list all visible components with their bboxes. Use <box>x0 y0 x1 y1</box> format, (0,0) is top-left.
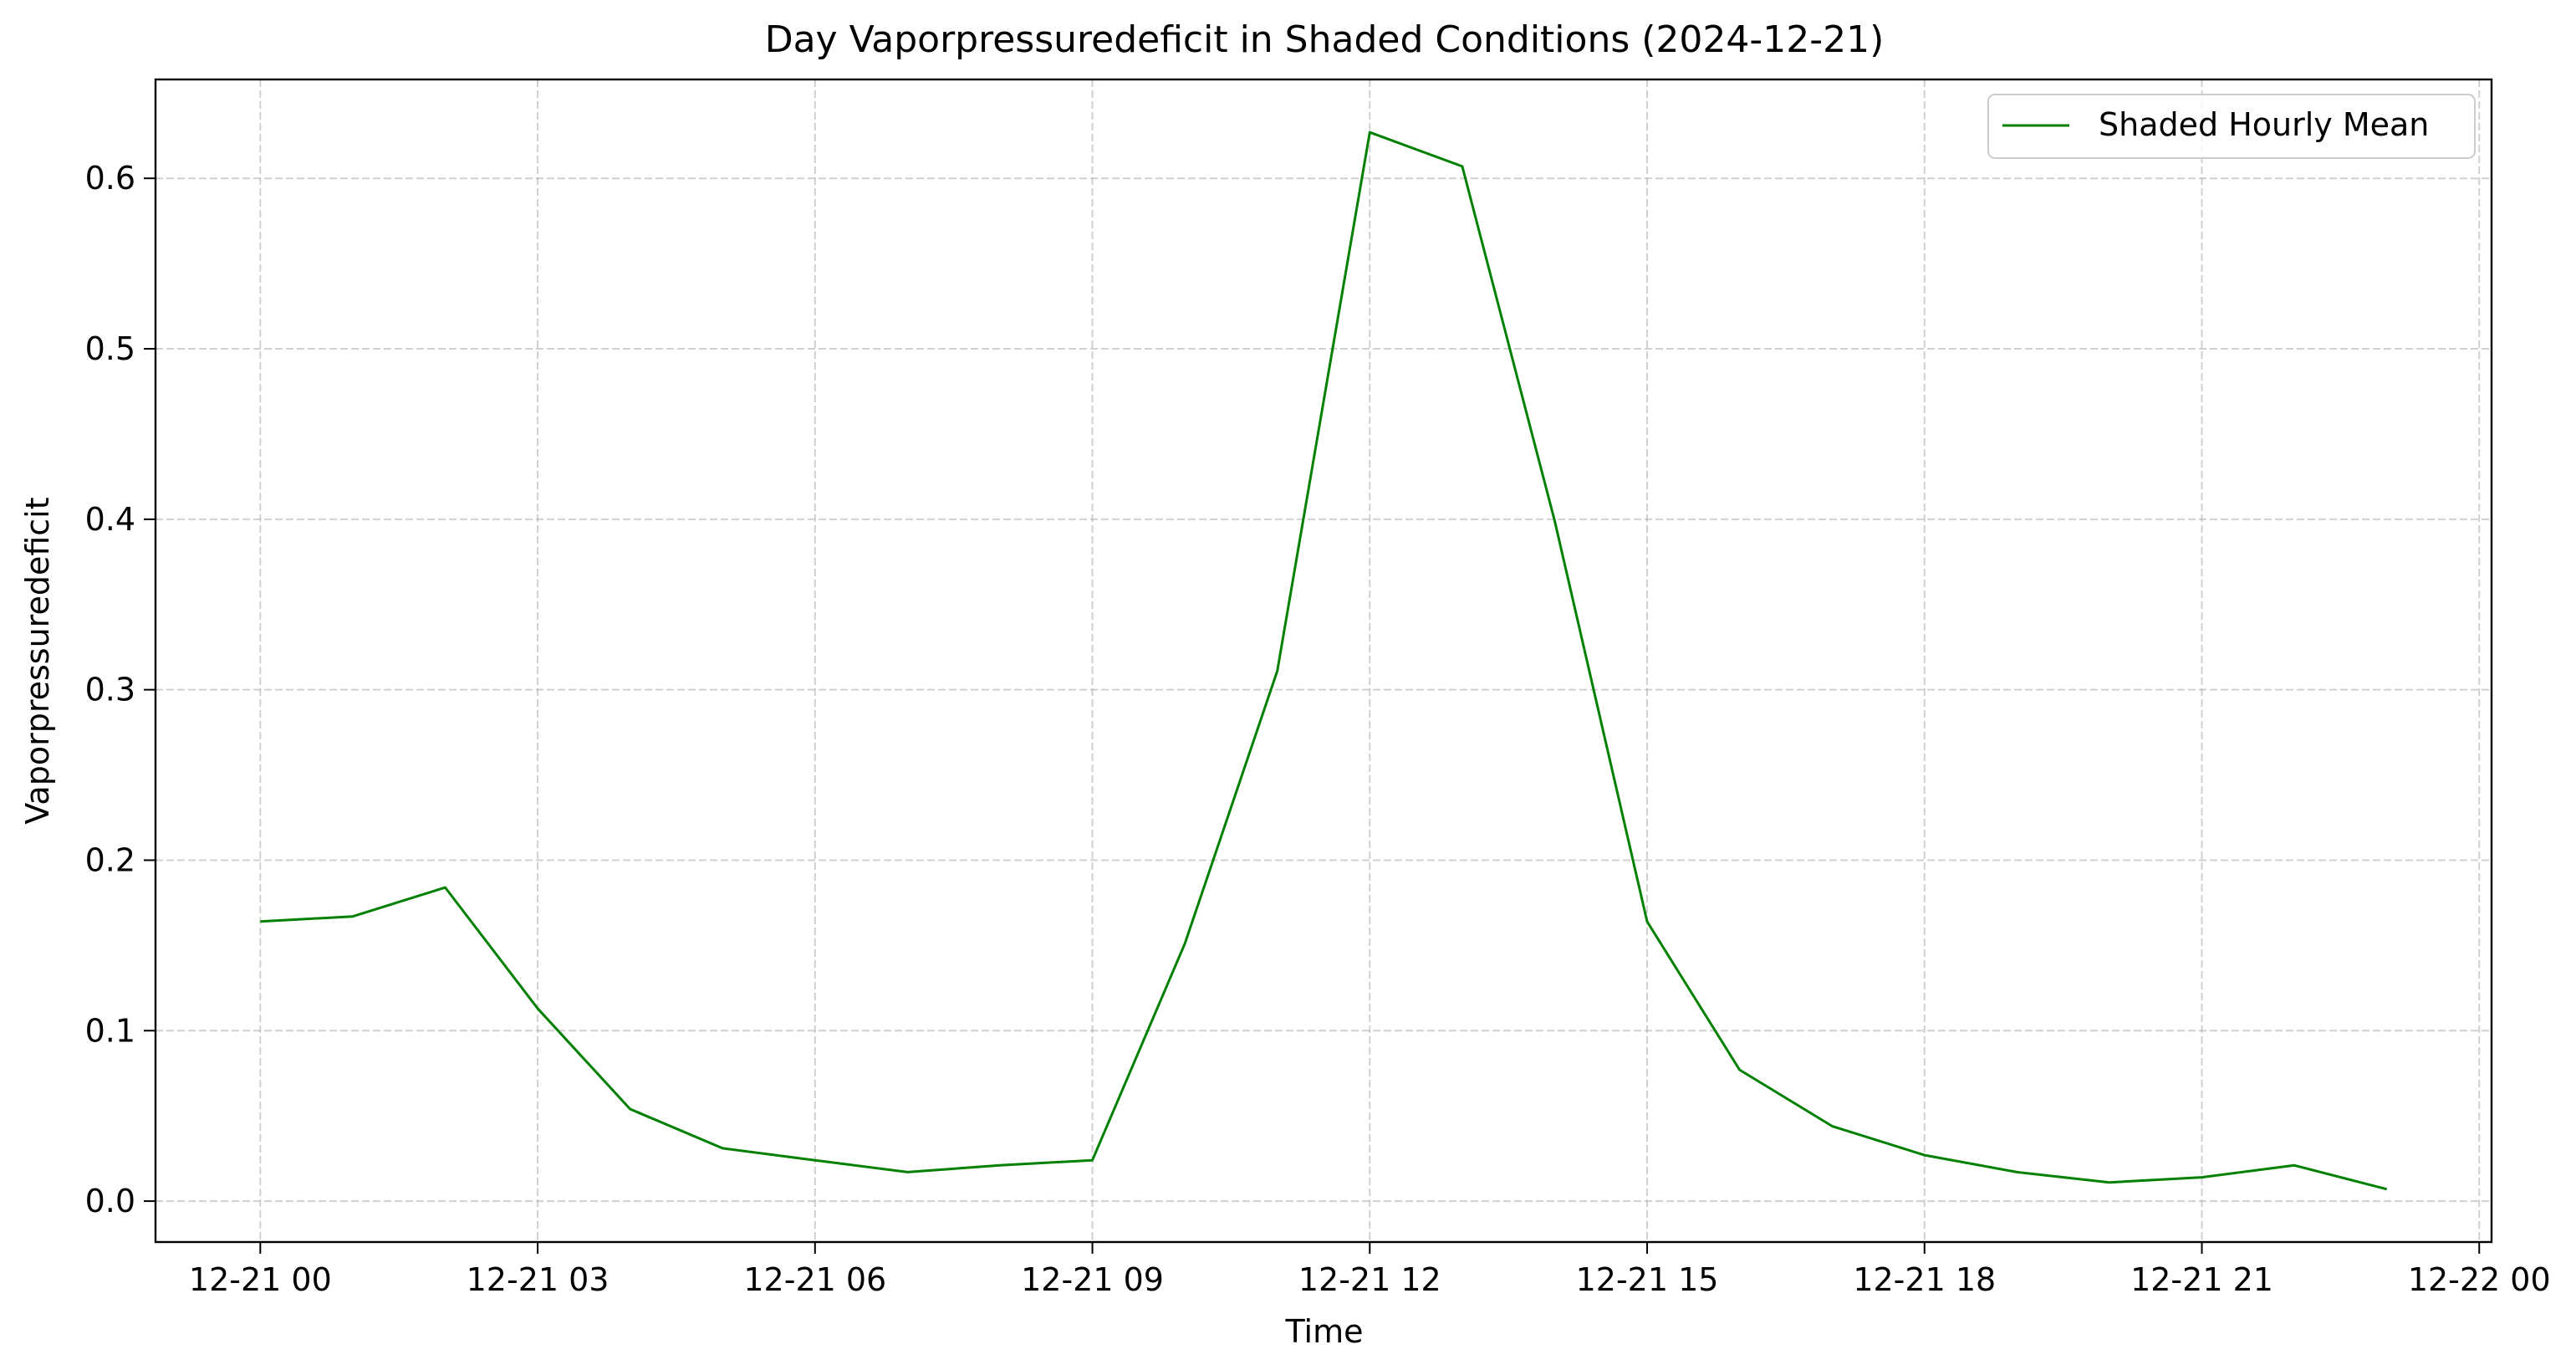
x-tick-label: 12-21 06 <box>743 1261 886 1298</box>
x-tick-label: 12-21 12 <box>1298 1261 1441 1298</box>
series-layer <box>260 130 2388 1191</box>
y-axis-ticks: 0.0 0.1 0.2 0.3 0.4 0.5 0.6 <box>85 160 156 1219</box>
x-tick-label: 12-21 15 <box>1576 1261 1719 1298</box>
series-line <box>260 130 2388 1191</box>
y-tick-label: 0.4 <box>85 501 135 538</box>
y-tick-label: 0.0 <box>85 1183 135 1219</box>
x-tick-label: 12-21 03 <box>467 1261 610 1298</box>
y-tick-label: 0.2 <box>85 841 135 878</box>
x-tick-label: 12-21 21 <box>2130 1261 2273 1298</box>
y-tick-label: 0.5 <box>85 330 135 367</box>
legend-label: Shaded Hourly Mean <box>2099 106 2429 143</box>
x-axis-label: Time <box>1285 1313 1364 1350</box>
x-axis-ticks: 12-21 00 12-21 03 12-21 06 12-21 09 12-21 12… <box>189 1242 2551 1298</box>
legend: Shaded Hourly Mean <box>1987 94 2476 159</box>
y-tick-label: 0.3 <box>85 672 135 708</box>
x-tick-label: 12-21 18 <box>1853 1261 1996 1298</box>
y-axis-label: Vaporpressuredeficit <box>19 497 56 824</box>
legend-box <box>1987 94 2476 159</box>
chart-title: Day Vaporpressuredeficit in Shaded Condi… <box>765 18 1885 61</box>
grid-lines <box>156 79 2492 1242</box>
x-tick-label: 12-21 09 <box>1021 1261 1164 1298</box>
x-tick-label: 12-21 00 <box>189 1261 332 1298</box>
plot-area-frame <box>154 78 2493 1244</box>
y-tick-label: 0.6 <box>85 160 135 197</box>
y-tick-label: 0.1 <box>85 1012 135 1049</box>
x-tick-label: 12-22 00 <box>2408 1261 2551 1298</box>
